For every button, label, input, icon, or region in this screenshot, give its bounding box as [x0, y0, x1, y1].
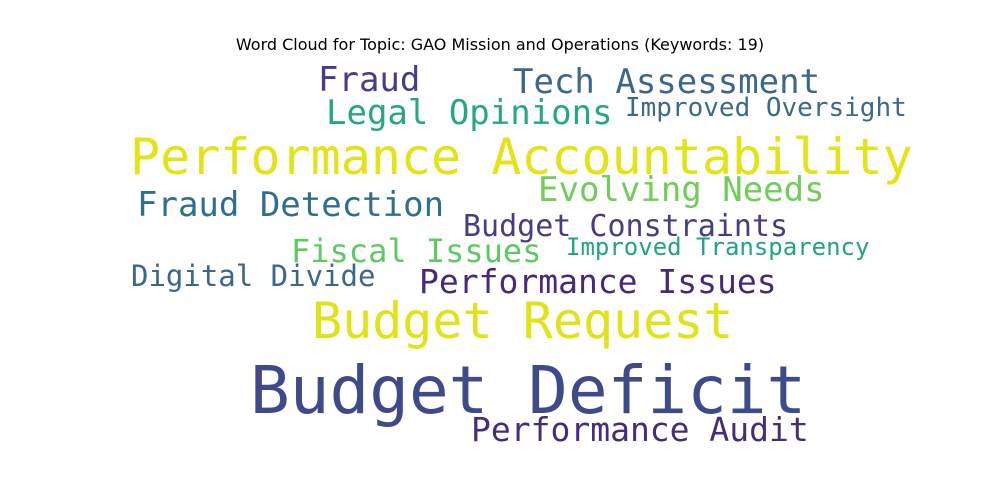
chart-title: Word Cloud for Topic: GAO Mission and Op… [235, 35, 765, 54]
word-improved-oversight: Improved Oversight [625, 93, 907, 123]
word-budget-request: Budget Request [312, 292, 733, 350]
word-digital-divide: Digital Divide [131, 259, 375, 293]
word-improved-transparency: Improved Transparency [566, 233, 869, 261]
word-budget-constraints: Budget Constraints [463, 209, 788, 244]
word-budget-deficit: Budget Deficit [250, 352, 806, 429]
word-fraud: Fraud [318, 60, 420, 100]
word-tech-assessment: Tech Assessment [513, 62, 820, 102]
word-performance-audit: Performance Audit [471, 410, 809, 449]
word-performance-issues: Performance Issues [419, 262, 777, 301]
word-fiscal-issues: Fiscal Issues [291, 232, 541, 270]
word-performance-accountability: Performance Accountability [130, 128, 913, 186]
word-legal-opinions: Legal Opinions [326, 93, 613, 133]
word-fraud-detection: Fraud Detection [137, 185, 444, 225]
word-evolving-needs: Evolving Needs [538, 170, 825, 210]
